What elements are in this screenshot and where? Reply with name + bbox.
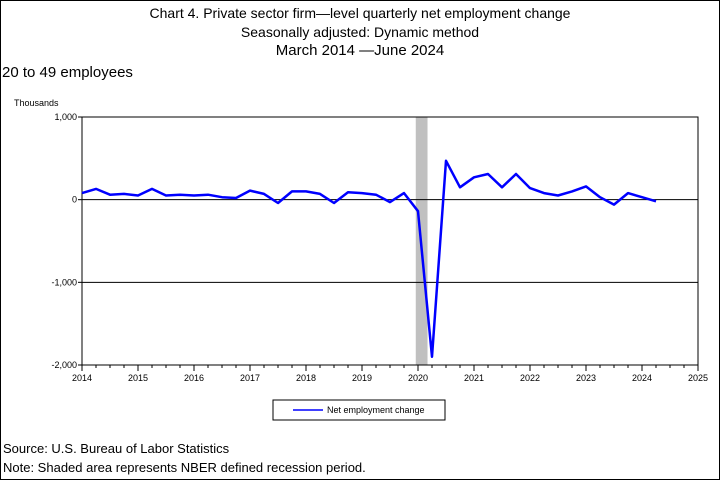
chart-subtitle-method: Seasonally adjusted: Dynamic method — [240, 24, 480, 40]
x-tick-label: 2017 — [240, 373, 260, 383]
x-tick-label: 2018 — [296, 373, 316, 383]
series-layer — [81, 159, 657, 358]
x-tick-label: 2022 — [520, 373, 540, 383]
x-tick-label: 2016 — [184, 373, 204, 383]
legend: Net employment change — [272, 399, 446, 421]
legend-entry-label: Net employment change — [327, 405, 425, 415]
y-tick-label: -1,000 — [51, 277, 77, 287]
x-tick-label: 2024 — [632, 373, 652, 383]
x-tick-label: 2025 — [688, 373, 708, 383]
chart-title: Chart 4. Private sector firm—level quart… — [149, 5, 571, 21]
axes-layer — [81, 116, 699, 366]
y-axis-label: Thousands — [14, 98, 59, 108]
x-tick-label: 2015 — [128, 373, 148, 383]
y-tick-label: -2,000 — [51, 360, 77, 370]
y-tick-label: 0 — [72, 195, 77, 205]
gridlines-layer — [82, 199, 698, 283]
panel-label: 20 to 49 employees — [2, 64, 133, 81]
legend-box — [272, 399, 446, 421]
x-tick-label: 2020 — [408, 373, 428, 383]
plot-area — [81, 116, 699, 366]
y-tick-label: 1,000 — [54, 112, 77, 122]
recession-note: Note: Shaded area represents NBER define… — [3, 460, 366, 475]
source-note: Source: U.S. Bureau of Labor Statistics — [3, 441, 230, 456]
x-tick-label: 2021 — [464, 373, 484, 383]
x-tick-label: 2014 — [72, 373, 92, 383]
chart-subtitle-period: March 2014 —June 2024 — [275, 42, 445, 59]
x-tick-label: 2023 — [576, 373, 596, 383]
y-ticks-layer: 1,000 0 -1,000 -2,000 — [51, 112, 82, 370]
series-line-net-employment — [81, 159, 657, 358]
x-ticks-layer: 2014 2015 2016 2017 2018 2019 2020 2021 2022 2023… — [72, 365, 708, 383]
x-tick-label: 2019 — [352, 373, 372, 383]
